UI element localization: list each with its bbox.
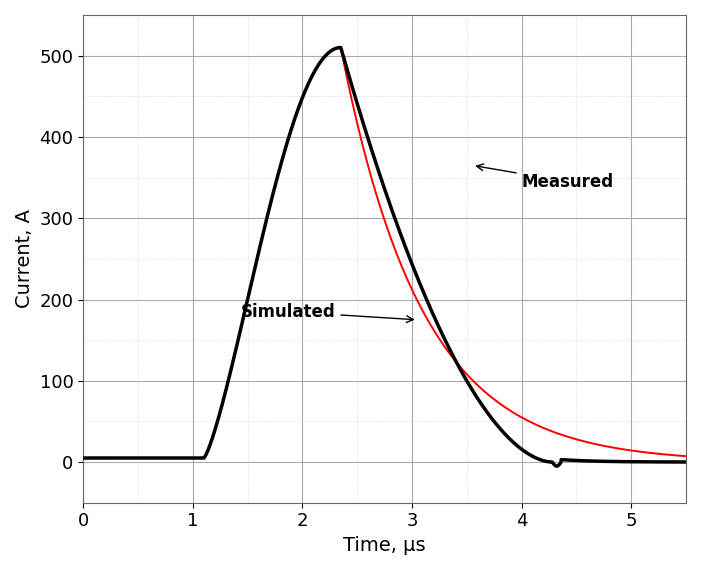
Text: Simulated: Simulated <box>240 303 413 323</box>
Text: Measured: Measured <box>477 164 614 190</box>
X-axis label: Time, μs: Time, μs <box>343 536 426 555</box>
Y-axis label: Current, A: Current, A <box>15 209 34 308</box>
